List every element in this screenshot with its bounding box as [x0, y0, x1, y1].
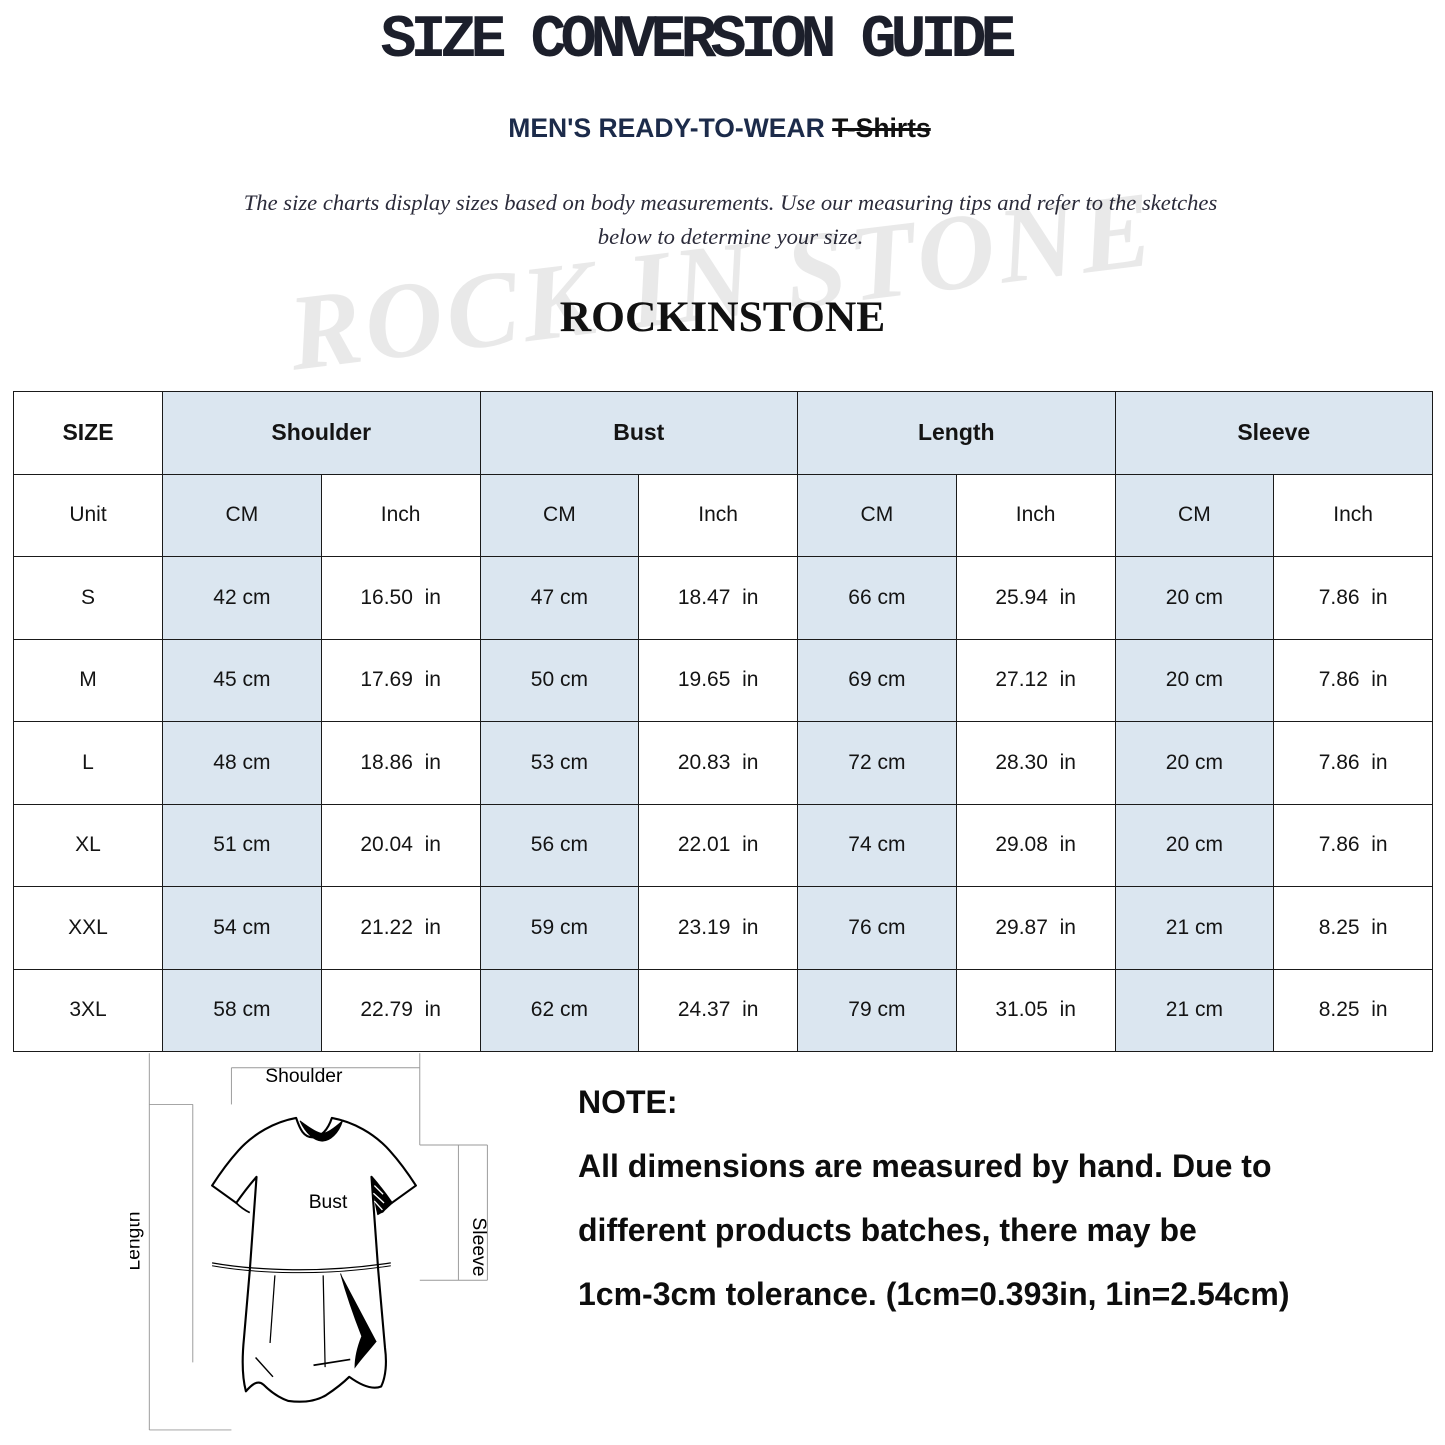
svg-text:Shoulder: Shoulder — [265, 1066, 343, 1087]
svg-text:Sleeve: Sleeve — [468, 1217, 489, 1276]
svg-text:Bust: Bust — [309, 1192, 348, 1213]
svg-text:Length: Length — [130, 1212, 145, 1271]
